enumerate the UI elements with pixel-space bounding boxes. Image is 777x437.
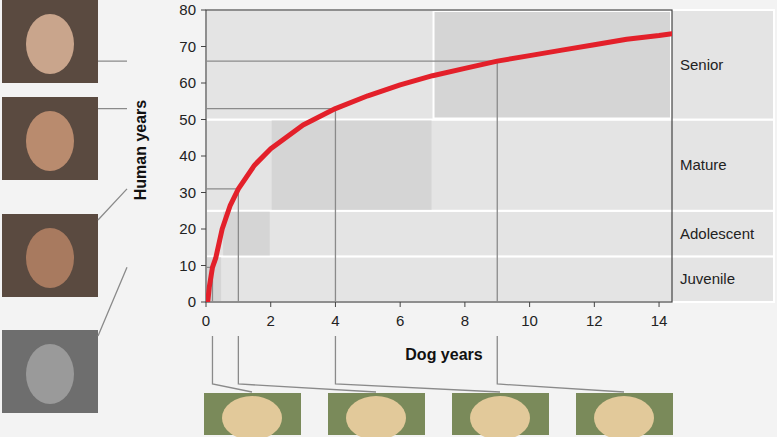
- y-tick-label: 40: [179, 147, 196, 164]
- y-tick: [201, 192, 206, 193]
- photo-frame: [2, 97, 98, 180]
- y-tick: [201, 229, 206, 230]
- x-tick: [464, 302, 465, 307]
- photo-frame: [2, 214, 98, 297]
- x-tick: [206, 302, 207, 307]
- leaders: [98, 61, 624, 392]
- x-tick-label: 6: [396, 312, 404, 329]
- stage-label: Juvenile: [680, 270, 735, 287]
- stage-label: Mature: [680, 156, 727, 173]
- y-tick: [201, 83, 206, 84]
- y-tick: [201, 46, 206, 47]
- y-tick-label: 20: [179, 220, 196, 237]
- dog-face: [222, 396, 282, 437]
- y-axis-title: Human years: [132, 100, 149, 201]
- face: [26, 14, 74, 74]
- dog-photo: [328, 393, 425, 437]
- background: [0, 0, 777, 437]
- y-tick-label: 70: [179, 38, 196, 55]
- leader-line: [98, 61, 624, 392]
- leader-line: [98, 189, 376, 392]
- dog-photo: [452, 393, 549, 437]
- y-tick: [201, 302, 206, 303]
- stage-box: [223, 212, 270, 256]
- person-photo: [2, 214, 98, 297]
- y-tick: [201, 10, 206, 11]
- person-photo: [2, 330, 98, 413]
- person-photo: [2, 0, 98, 83]
- face: [26, 111, 74, 171]
- x-tick: [400, 302, 401, 307]
- x-tick-label: 14: [651, 312, 668, 329]
- leader-line: [98, 109, 500, 392]
- y-tick: [201, 265, 206, 266]
- y-tick-label: 60: [179, 74, 196, 91]
- x-tick-label: 12: [586, 312, 603, 329]
- stage-label: Adolescent: [680, 225, 755, 242]
- y-tick: [201, 119, 206, 120]
- x-tick: [659, 302, 660, 307]
- stage-stripe: [206, 211, 774, 257]
- person-photo: [2, 97, 98, 180]
- curve: [208, 34, 672, 300]
- stage-label: Senior: [680, 56, 723, 73]
- x-tick-label: 2: [267, 312, 275, 329]
- x-tick-label: 4: [331, 312, 339, 329]
- x-axis: 0 2 4 6 8 10 12 14: [202, 302, 668, 329]
- x-tick-label: 10: [521, 312, 538, 329]
- x-tick-label: 8: [461, 312, 469, 329]
- dog-face: [346, 396, 406, 437]
- x-tick: [594, 302, 595, 307]
- chart: JuvenileAdolescentMatureSenior0102030405…: [0, 0, 777, 437]
- dog-photo: [204, 393, 301, 437]
- x-tick-label: 0: [202, 312, 210, 329]
- photo-frame: [2, 0, 98, 83]
- x-axis-title: Dog years: [405, 346, 482, 363]
- plot-frame: [206, 10, 672, 302]
- face: [26, 228, 74, 288]
- x-tick: [529, 302, 530, 307]
- photo-frame: [2, 330, 98, 413]
- y-axis: 0 10 20 30 40 50 60 70 80: [179, 1, 206, 310]
- dog-face: [470, 396, 530, 437]
- y-tick-label: 30: [179, 184, 196, 201]
- stage-stripes: [206, 10, 774, 302]
- y-tick-label: 0: [188, 293, 196, 310]
- stage-box: [272, 121, 432, 210]
- y-tick-label: 50: [179, 111, 196, 128]
- y-tick-label: 80: [179, 1, 196, 18]
- curve-group: [208, 34, 672, 300]
- leader-line: [98, 267, 252, 392]
- dog-face: [594, 396, 654, 437]
- face: [26, 344, 74, 404]
- dog-photo: [576, 393, 673, 437]
- x-tick: [270, 302, 271, 307]
- photos: [2, 0, 673, 437]
- x-tick: [335, 302, 336, 307]
- y-tick-label: 10: [179, 257, 196, 274]
- stage-stripe: [206, 256, 774, 302]
- y-tick: [201, 156, 206, 157]
- stage-boxes: [207, 11, 671, 301]
- stage-box: [434, 11, 671, 119]
